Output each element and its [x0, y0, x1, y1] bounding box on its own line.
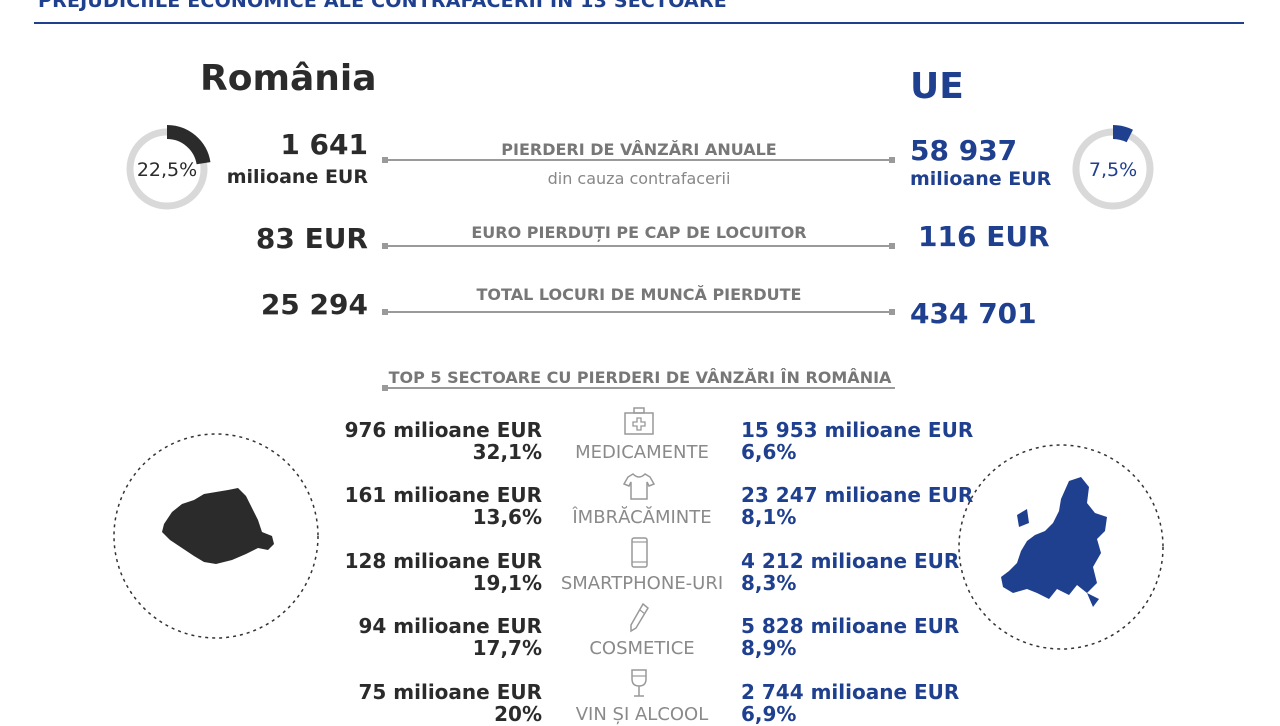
eu-sector-percent: 6,6%: [741, 440, 797, 464]
tshirt-icon: [622, 471, 656, 501]
romania-heading: România: [200, 58, 377, 99]
romania-ring-chart: 22,5%: [122, 124, 212, 214]
eu-sector-value: 5 828 milioane EUR: [741, 614, 960, 638]
eu-ring-chart: 7,5%: [1068, 124, 1158, 214]
annual-sales-line: [385, 159, 893, 161]
sector-label: SMARTPHONE-URI: [560, 573, 724, 594]
romania-sales-value: 1 641: [280, 128, 368, 161]
sector-label: MEDICAMENTE: [575, 442, 709, 463]
page-title: PREJUDICIILE ECONOMICE ALE CONTRAFACERII…: [38, 0, 727, 12]
eu-sector-value: 4 212 milioane EUR: [741, 549, 960, 573]
line-dot: [889, 309, 895, 315]
romania-map-circle: [112, 432, 320, 640]
title-divider: [34, 22, 1244, 24]
romania-sector-value: 75 milioane EUR: [358, 680, 542, 704]
romania-sector-percent: 32,1%: [472, 440, 542, 464]
romania-sector-percent: 17,7%: [472, 636, 542, 660]
eu-sector-percent: 6,9%: [741, 702, 797, 726]
sector-label: VIN ȘI ALCOOL: [575, 704, 709, 725]
first-aid-kit-icon: [622, 406, 656, 436]
line-dot: [889, 157, 895, 163]
eu-sales-value: 58 937: [910, 134, 1018, 167]
romania-ring-percent: 22,5%: [136, 159, 198, 181]
top5-title: TOP 5 SECTOARE CU PIERDERI DE VÂNZĂRI ÎN…: [388, 368, 892, 387]
eu-map-circle: [957, 443, 1165, 651]
romania-sector-value: 976 milioane EUR: [344, 418, 542, 442]
eu-sales-unit: milioane EUR: [910, 168, 1052, 190]
eu-sector-value: 2 744 milioane EUR: [741, 680, 960, 704]
annual-sales-label: PIERDERI DE VÂNZĂRI ANUALE: [501, 140, 777, 159]
romania-sector-percent: 13,6%: [472, 505, 542, 529]
per-capita-line: [385, 245, 893, 247]
eu-sector-percent: 8,9%: [741, 636, 797, 660]
eu-ring-percent: 7,5%: [1088, 159, 1138, 181]
jobs-line: [385, 311, 893, 313]
eu-map-icon: [1001, 477, 1107, 607]
romania-sales-unit: milioane EUR: [226, 166, 368, 188]
smartphone-icon: [622, 537, 656, 569]
romania-sector-percent: 19,1%: [472, 571, 542, 595]
romania-ring-arc: [166, 125, 211, 165]
eu-heading: UE: [910, 66, 964, 107]
romania-sector-value: 161 milioane EUR: [344, 483, 542, 507]
romania-sector-value: 128 milioane EUR: [344, 549, 542, 573]
eu-per-capita: 116 EUR: [918, 220, 1050, 253]
top5-line: [385, 387, 895, 389]
romania-sector-value: 94 milioane EUR: [358, 614, 542, 638]
eu-sector-value: 23 247 milioane EUR: [741, 483, 974, 507]
romania-map-icon: [162, 488, 274, 564]
wine-glass-icon: [622, 668, 656, 700]
eu-sector-value: 15 953 milioane EUR: [741, 418, 974, 442]
sector-label: COSMETICE: [589, 638, 695, 659]
line-dot: [889, 243, 895, 249]
jobs-label: TOTAL LOCURI DE MUNCĂ PIERDUTE: [476, 285, 802, 304]
romania-jobs: 25 294: [260, 288, 368, 321]
sector-label: ÎMBRĂCĂMINTE: [572, 507, 712, 528]
per-capita-label: EURO PIERDUȚI PE CAP DE LOCUITOR: [471, 223, 807, 242]
eu-sector-percent: 8,3%: [741, 571, 797, 595]
romania-per-capita: 83 EUR: [255, 222, 368, 255]
annual-sales-sub: din cauza contrafacerii: [547, 169, 731, 188]
eu-ring-arc: [1112, 125, 1133, 143]
eu-jobs: 434 701: [910, 297, 1037, 330]
romania-sector-percent: 20%: [494, 702, 542, 726]
eu-sector-percent: 8,1%: [741, 505, 797, 529]
cosmetic-pen-icon: [622, 602, 656, 634]
